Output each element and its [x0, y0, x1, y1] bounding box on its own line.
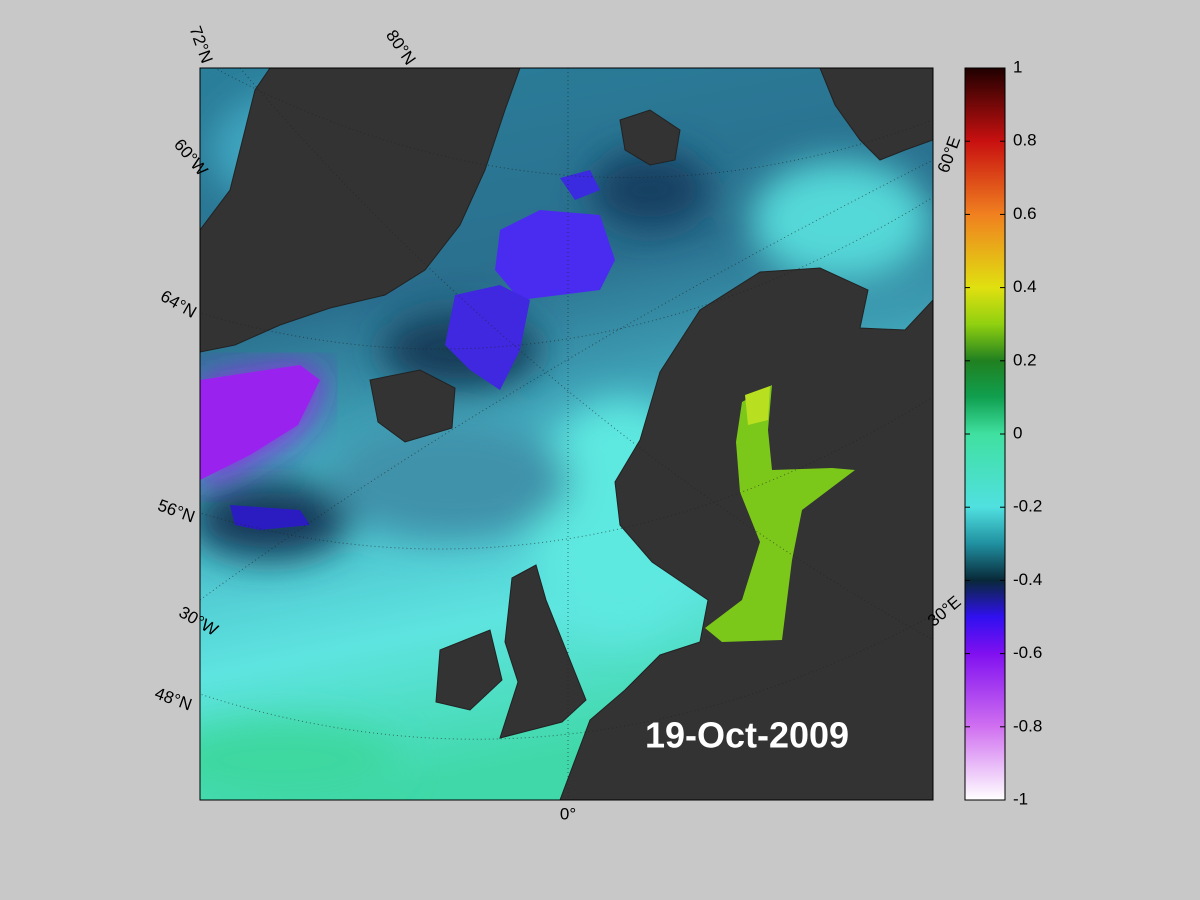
map	[200, 68, 933, 800]
graticule-label: 48°N	[152, 684, 194, 715]
date-label: 19-Oct-2009	[645, 715, 849, 756]
graticule-label: 80°N	[382, 26, 419, 68]
graticule-label: 0°	[560, 804, 576, 823]
colorbar-tick-label: -1	[1013, 789, 1028, 808]
colorbar-axis: 1 0.8 0.6 0.4 0.2 0 -0.2 -0.4 -0.6 -0.8 -1	[965, 57, 1042, 808]
colorbar-tick-label: 0.6	[1013, 204, 1037, 223]
colorbar-tick-label: 0.4	[1013, 277, 1037, 296]
colorbar	[964, 67, 1006, 801]
graticule-label: 60°E	[934, 134, 965, 175]
colorbar-tick-label: 0.2	[1013, 350, 1037, 369]
colorbar-tick-label: -0.8	[1013, 716, 1042, 735]
colorbar-tick-label: 0.8	[1013, 131, 1037, 150]
colorbar-tick-label: -0.4	[1013, 570, 1042, 589]
colorbar-tick-label: 0	[1013, 423, 1022, 442]
colorbar-tick-label: -0.6	[1013, 643, 1042, 662]
graticule-label: 64°N	[157, 286, 199, 321]
colorbar-tick-label: 1	[1013, 57, 1022, 76]
graticule-label: 72°N	[186, 24, 217, 66]
colorbar-tick-label: -0.2	[1013, 497, 1042, 516]
graticule-label: 56°N	[155, 496, 197, 527]
map-frame	[199, 67, 934, 801]
